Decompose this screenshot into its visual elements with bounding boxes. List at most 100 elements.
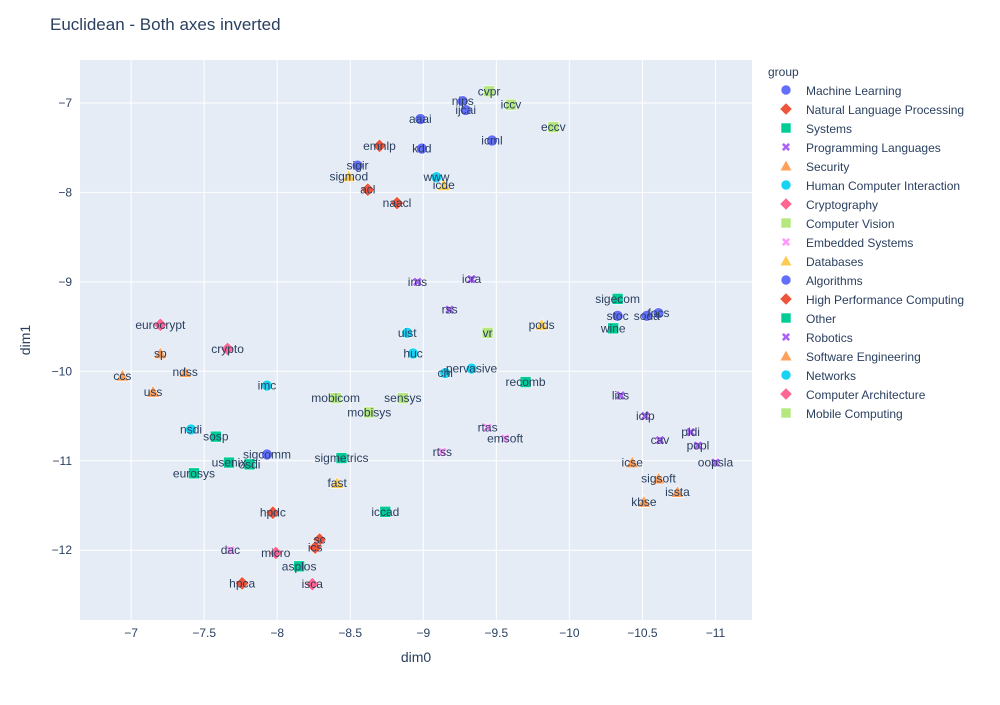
x-tick-label: −7.5 — [192, 626, 216, 640]
data-label-focs: focs — [647, 306, 669, 320]
data-label-cav: cav — [651, 433, 670, 447]
legend-item[interactable]: Databases — [779, 254, 863, 269]
legend-item[interactable]: Machine Learning — [780, 84, 901, 98]
legend-item[interactable]: Natural Language Processing — [779, 102, 964, 117]
legend-item[interactable]: High Performance Computing — [779, 292, 964, 307]
data-point-wine — [607, 322, 620, 335]
legend-marker — [779, 159, 793, 172]
legend-item[interactable]: Mobile Computing — [780, 407, 903, 421]
data-label-fast: fast — [327, 476, 347, 490]
data-point-sigecom — [611, 293, 624, 305]
legend-item[interactable]: Algorithms — [780, 274, 863, 288]
data-label-sigmetrics: sigmetrics — [314, 451, 368, 465]
y-tick-label: −12 — [52, 543, 73, 557]
legend-item[interactable]: Networks — [780, 369, 856, 383]
legend[interactable]: group Machine Learning Natural Language P… — [768, 65, 964, 421]
y-tick-label: −10 — [52, 364, 73, 378]
data-label-pervasive: pervasive — [446, 362, 498, 376]
data-point-icra — [466, 273, 477, 285]
data-label-sensys: sensys — [384, 391, 421, 405]
data-label-sigir: sigir — [347, 159, 369, 173]
data-point-sigir — [351, 159, 364, 172]
legend-label: Algorithms — [806, 274, 863, 288]
data-label-hpdc: hpdc — [260, 506, 286, 520]
data-label-dac: dac — [221, 543, 240, 557]
data-label-ics: ics — [308, 541, 323, 555]
data-point-micro — [268, 545, 284, 561]
legend-marker — [780, 312, 792, 324]
legend-item[interactable]: Computer Architecture — [779, 387, 926, 402]
data-label-rtss: rtss — [433, 445, 452, 459]
x-tick-label: −11 — [706, 626, 726, 640]
data-point-pods — [534, 317, 549, 331]
legend-item[interactable]: Computer Vision — [780, 217, 895, 231]
data-point-kbse — [636, 494, 652, 508]
data-label-ndss: ndss — [173, 365, 198, 379]
legend-item[interactable]: Systems — [780, 122, 852, 136]
data-label-uss: uss — [144, 385, 163, 399]
data-label-eurocrypt: eurocrypt — [135, 318, 186, 332]
data-point-iccad — [379, 505, 392, 518]
legend-marker — [780, 217, 792, 229]
data-point-cav — [654, 434, 666, 446]
data-label-ccs: ccs — [113, 369, 131, 383]
grid-layer — [80, 60, 752, 620]
x-axis-title: dim0 — [401, 649, 432, 665]
data-point-sp — [153, 346, 168, 359]
legend-marker — [779, 102, 793, 116]
legend-label: Computer Vision — [806, 217, 895, 231]
data-point-rss — [444, 304, 455, 315]
data-label-rss: rss — [442, 303, 458, 317]
x-tick-label: −10 — [559, 626, 580, 640]
legend-label: Other — [806, 312, 836, 326]
y-tick-label: −8 — [58, 185, 72, 199]
data-point-crypto — [220, 341, 235, 357]
data-point-hpdc — [265, 505, 281, 520]
legend-label: Machine Learning — [806, 84, 901, 98]
data-label-pldi: pldi — [681, 425, 700, 439]
data-label-soda: soda — [634, 309, 660, 323]
y-tick-label: −7 — [58, 96, 72, 110]
data-label-asplos: asplos — [282, 559, 317, 573]
data-point-issta — [670, 484, 685, 498]
data-label-oopsla: oopsla — [698, 456, 734, 470]
legend-item[interactable]: Security — [779, 159, 849, 174]
legend-label: High Performance Computing — [806, 293, 964, 307]
legend-label: Robotics — [806, 331, 853, 345]
data-point-imc — [261, 379, 273, 392]
data-label-hpca: hpca — [229, 576, 255, 590]
data-point-sigcomm — [261, 448, 273, 461]
data-label-sp: sp — [154, 346, 167, 360]
data-label-emnlp: emnlp — [363, 139, 396, 153]
data-label-iccad: iccad — [371, 505, 399, 519]
legend-item[interactable]: Programming Languages — [781, 141, 941, 155]
data-point-popl — [692, 440, 704, 451]
data-label-mobisys: mobisys — [347, 405, 391, 419]
data-point-usenix — [223, 456, 235, 469]
data-point-emsoft — [499, 433, 511, 444]
data-point-iros — [412, 276, 423, 288]
legend-marker — [779, 197, 793, 211]
legend-item[interactable]: Human Computer Interaction — [780, 179, 960, 193]
legend-item[interactable]: Other — [780, 312, 836, 326]
data-label-osdi: osdi — [238, 457, 260, 471]
data-point-sigmetrics — [335, 452, 348, 464]
data-markers — [115, 85, 721, 592]
data-point-icde — [436, 178, 451, 191]
x-tick-labels: −11 −10.5 −10 −9.5 −9 −8.5 −8 −7.5 −7 — [124, 626, 725, 640]
data-point-emnlp — [372, 138, 387, 154]
data-label-mobicom: mobicom — [311, 391, 360, 405]
data-label-aaai: aaai — [409, 112, 432, 126]
legend-item[interactable]: Robotics — [781, 331, 853, 345]
data-point-aaai — [414, 113, 427, 125]
legend-item[interactable]: Cryptography — [779, 197, 878, 212]
legend-marker — [779, 254, 793, 267]
data-label-sigcomm: sigcomm — [243, 448, 291, 462]
legend-item[interactable]: Embedded Systems — [781, 236, 914, 250]
y-tick-labels: −7 −8 −9 −10 −11 −12 — [52, 96, 73, 557]
legend-item[interactable]: Software Engineering — [779, 349, 921, 364]
data-point-soda — [641, 310, 653, 322]
data-label-uist: uist — [398, 326, 417, 340]
data-label-icfp: icfp — [636, 409, 655, 423]
legend-label: Computer Architecture — [806, 388, 926, 402]
